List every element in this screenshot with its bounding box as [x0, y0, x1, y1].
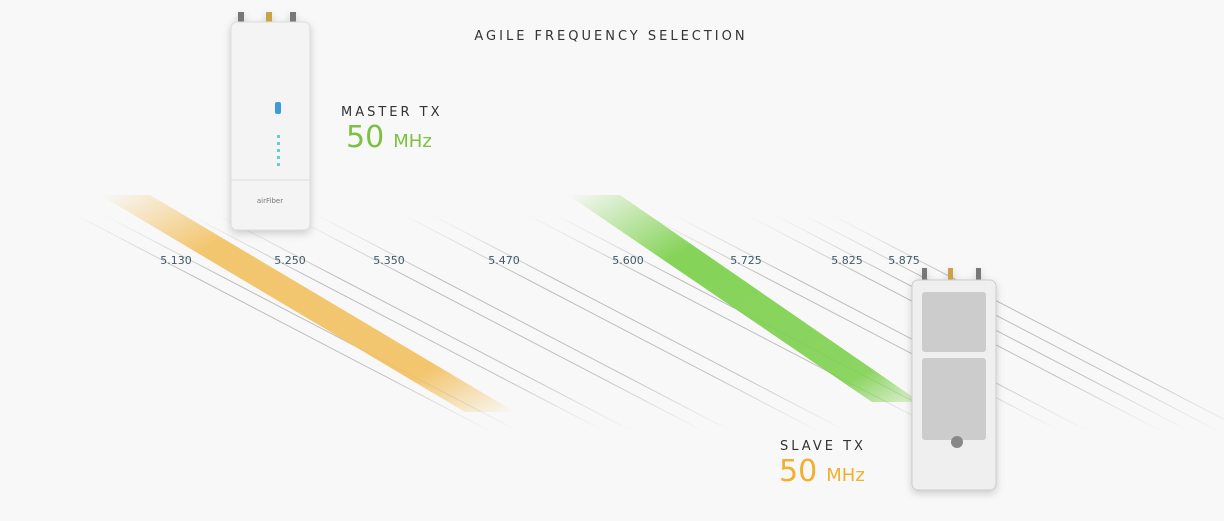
frequency-label: 5.470	[488, 254, 520, 267]
frequency-line	[799, 212, 1221, 433]
frequency-label: 5.350	[373, 254, 405, 267]
frequency-labels: 5.130 5.250 5.350 5.470 5.600 5.725 5.825 5.875	[160, 254, 920, 267]
frequency-label: 5.600	[612, 254, 644, 267]
frequency-line	[827, 212, 1224, 421]
frequency-line	[71, 212, 493, 433]
frequency-line	[213, 212, 635, 433]
master-device: airFiber	[230, 12, 311, 231]
master-unit: MHz	[393, 131, 432, 152]
frequency-line	[669, 212, 1091, 433]
master-rate: 50 MHz	[346, 120, 432, 155]
frequency-line	[185, 212, 607, 433]
frequency-label: 5.725	[730, 254, 762, 267]
frequency-label: 5.250	[274, 254, 306, 267]
frequency-line	[312, 212, 734, 433]
slave-band	[100, 195, 515, 412]
slave-rate: 50 MHz	[779, 454, 865, 489]
slave-device	[911, 268, 997, 491]
frequency-line	[427, 212, 849, 433]
frequency-label: 5.130	[160, 254, 192, 267]
frequency-line	[641, 212, 1063, 433]
frequency-label: 5.875	[888, 254, 920, 267]
frequency-line	[399, 212, 821, 433]
slave-label: SLAVE TX	[780, 439, 866, 454]
svg-text:airFiber: airFiber	[257, 197, 283, 205]
title: AGILE FREQUENCY SELECTION	[474, 29, 747, 44]
slave-unit: MHz	[826, 465, 865, 486]
master-band	[568, 195, 920, 402]
slave-value: 50	[779, 454, 817, 489]
frequency-label: 5.825	[831, 254, 863, 267]
master-label: MASTER TX	[341, 105, 443, 120]
frequency-line	[284, 212, 706, 433]
master-value: 50	[346, 120, 384, 155]
